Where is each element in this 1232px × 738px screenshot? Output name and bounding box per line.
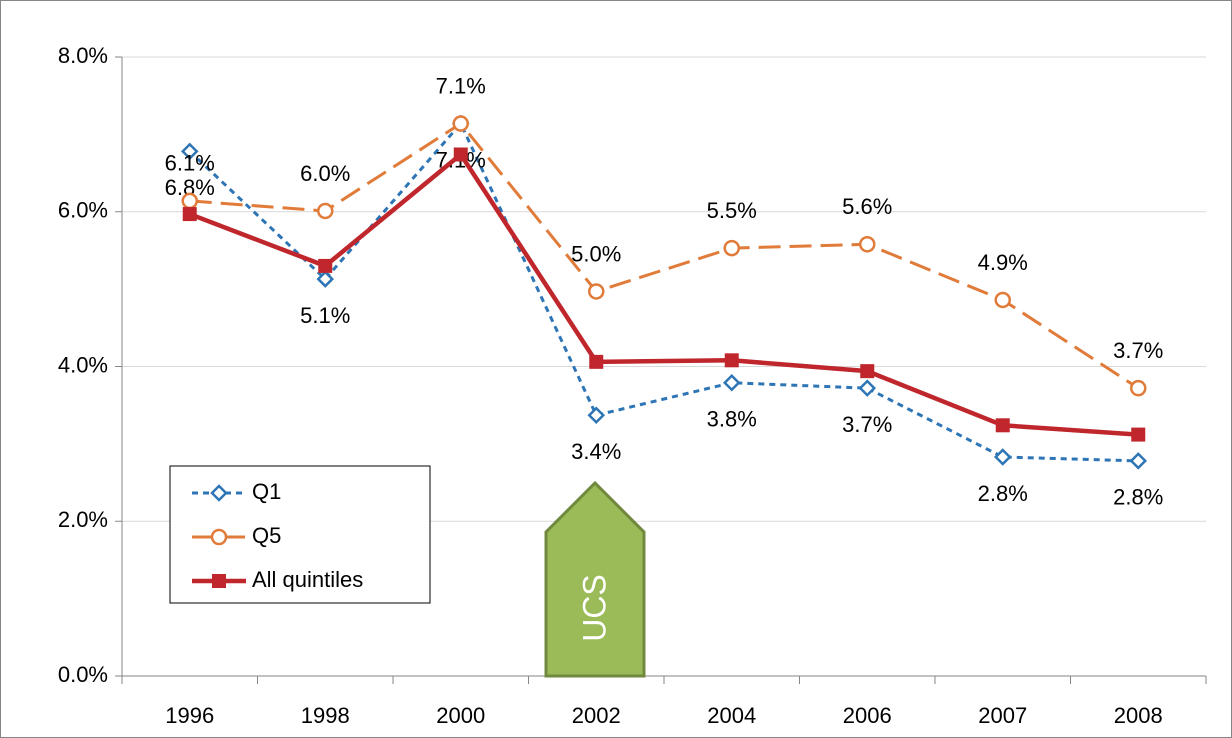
data-label: 6.0% [300, 161, 350, 186]
marker [452, 115, 469, 132]
marker [994, 291, 1011, 309]
x-tick-label: 2002 [572, 703, 621, 728]
x-tick-label: 1996 [165, 703, 214, 728]
marker [589, 354, 604, 369]
marker [1130, 379, 1147, 397]
marker [995, 418, 1010, 433]
data-label: 5.1% [300, 303, 350, 328]
marker [180, 142, 199, 161]
marker [993, 448, 1012, 466]
x-tick-label: 2000 [436, 703, 485, 728]
data-label: 5.6% [842, 194, 892, 219]
annotation-text: UCS [576, 574, 612, 642]
y-tick-label: 8.0% [58, 43, 108, 68]
data-label: 3.4% [571, 439, 621, 464]
marker [318, 258, 333, 273]
data-label: 7.1% [436, 73, 486, 98]
data-label: 2.8% [1113, 485, 1163, 510]
marker [1129, 452, 1148, 470]
y-tick-label: 6.0% [58, 198, 108, 223]
data-label: 5.0% [571, 241, 621, 266]
x-tick-label: 2004 [707, 703, 756, 728]
y-tick-label: 4.0% [58, 352, 108, 377]
marker [587, 406, 606, 425]
data-label: 4.9% [978, 250, 1028, 275]
y-tick-label: 2.0% [58, 507, 108, 532]
legend-label: Q1 [252, 479, 281, 504]
marker [181, 192, 198, 210]
marker [1131, 427, 1146, 442]
legend-label: All quintiles [252, 567, 363, 592]
legend-label: Q5 [252, 523, 281, 548]
data-label: 2.8% [978, 481, 1028, 506]
data-label: 3.7% [1113, 338, 1163, 363]
x-tick-label: 2006 [843, 703, 892, 728]
marker [723, 239, 740, 257]
series-line [188, 151, 1139, 437]
marker [316, 270, 335, 288]
x-tick-label: 1998 [301, 703, 350, 728]
data-label: 6.1% [165, 151, 215, 176]
marker [724, 353, 739, 368]
data-label: 3.7% [842, 412, 892, 437]
x-tick-label: 2007 [978, 703, 1027, 728]
marker [453, 147, 468, 162]
y-tick-label: 0.0% [58, 662, 108, 687]
marker [317, 202, 334, 220]
marker [859, 235, 876, 253]
marker [182, 207, 197, 222]
legend-marker [210, 528, 228, 546]
data-label: 3.8% [707, 407, 757, 432]
series-line [189, 121, 1140, 390]
legend-marker [212, 574, 226, 588]
marker [860, 364, 875, 379]
series-line [188, 120, 1139, 463]
marker [858, 379, 877, 397]
x-tick-label: 2008 [1114, 703, 1163, 728]
data-label: 5.5% [707, 198, 757, 223]
marker [588, 283, 605, 300]
legend-marker [210, 484, 228, 502]
marker [722, 373, 741, 392]
annotation-arrow [544, 480, 646, 678]
